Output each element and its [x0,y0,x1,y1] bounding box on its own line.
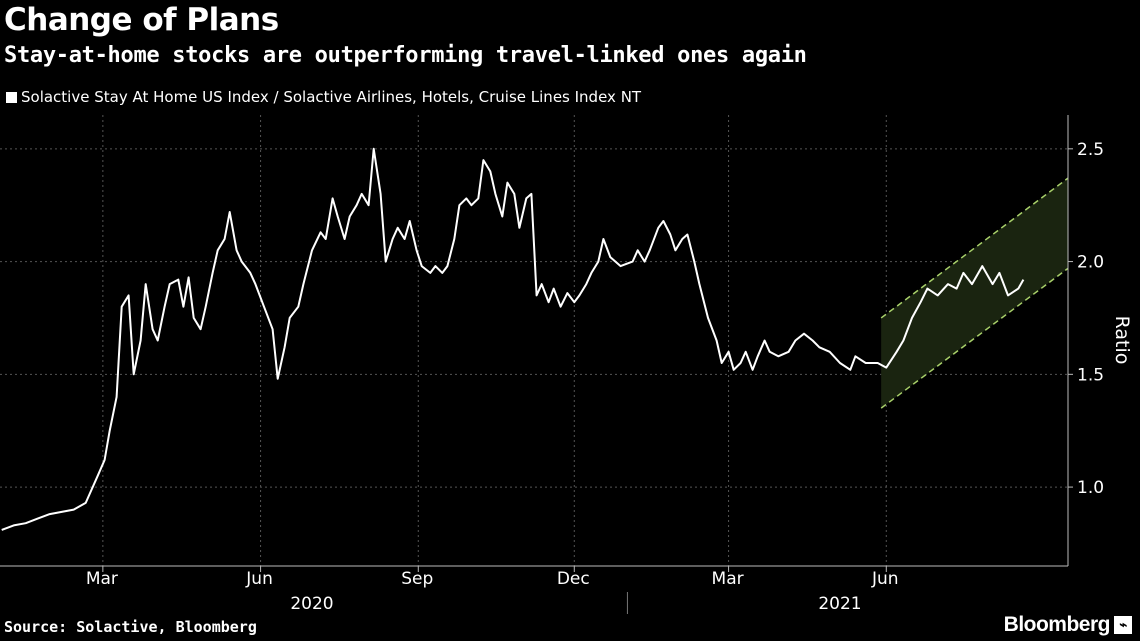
x-tick-label: Mar [712,569,744,589]
y-tick-label: 1.5 [1077,365,1104,385]
trend-channel [880,177,1069,409]
brand-logo: Bloomberg ⌁ [1004,613,1132,637]
y-axis-label: Ratio [1111,316,1133,365]
x-tick-label: Jun [871,569,899,589]
legend: Solactive Stay At Home US Index / Solact… [6,88,641,106]
y-tick-label: 2.5 [1077,140,1104,160]
legend-swatch [6,91,17,103]
channel-fill [881,178,1068,409]
bloomberg-terminal-icon: ⌁ [1114,616,1132,634]
legend-label: Solactive Stay At Home US Index / Solact… [21,88,642,106]
chart-title: Change of Plans [4,2,279,38]
x-tick-label: Dec [557,569,590,589]
y-tick-label: 1.0 [1077,478,1104,498]
x-tick-label: Sep [401,569,433,589]
axes: 2.5 2.0 1.5 1.0 Mar Jun Sep Dec Mar Jun 2020 2021 Ra… [0,115,1133,614]
series-line [1,147,1025,531]
y-tick-label: 2.0 [1077,253,1104,273]
chart-subtitle: Stay-at-home stocks are outperforming tr… [4,43,807,68]
x-tick-label: Jun [245,569,273,589]
series-lines [1,147,1025,531]
source-note: Source: Solactive, Bloomberg [4,618,257,636]
channel-upper-line [880,177,1069,319]
channel-lower-line [880,267,1069,409]
year-label: 2021 [818,594,861,614]
brand-name: Bloomberg [1003,613,1111,636]
year-label: 2020 [290,594,333,614]
x-tick-label: Mar [86,569,118,589]
